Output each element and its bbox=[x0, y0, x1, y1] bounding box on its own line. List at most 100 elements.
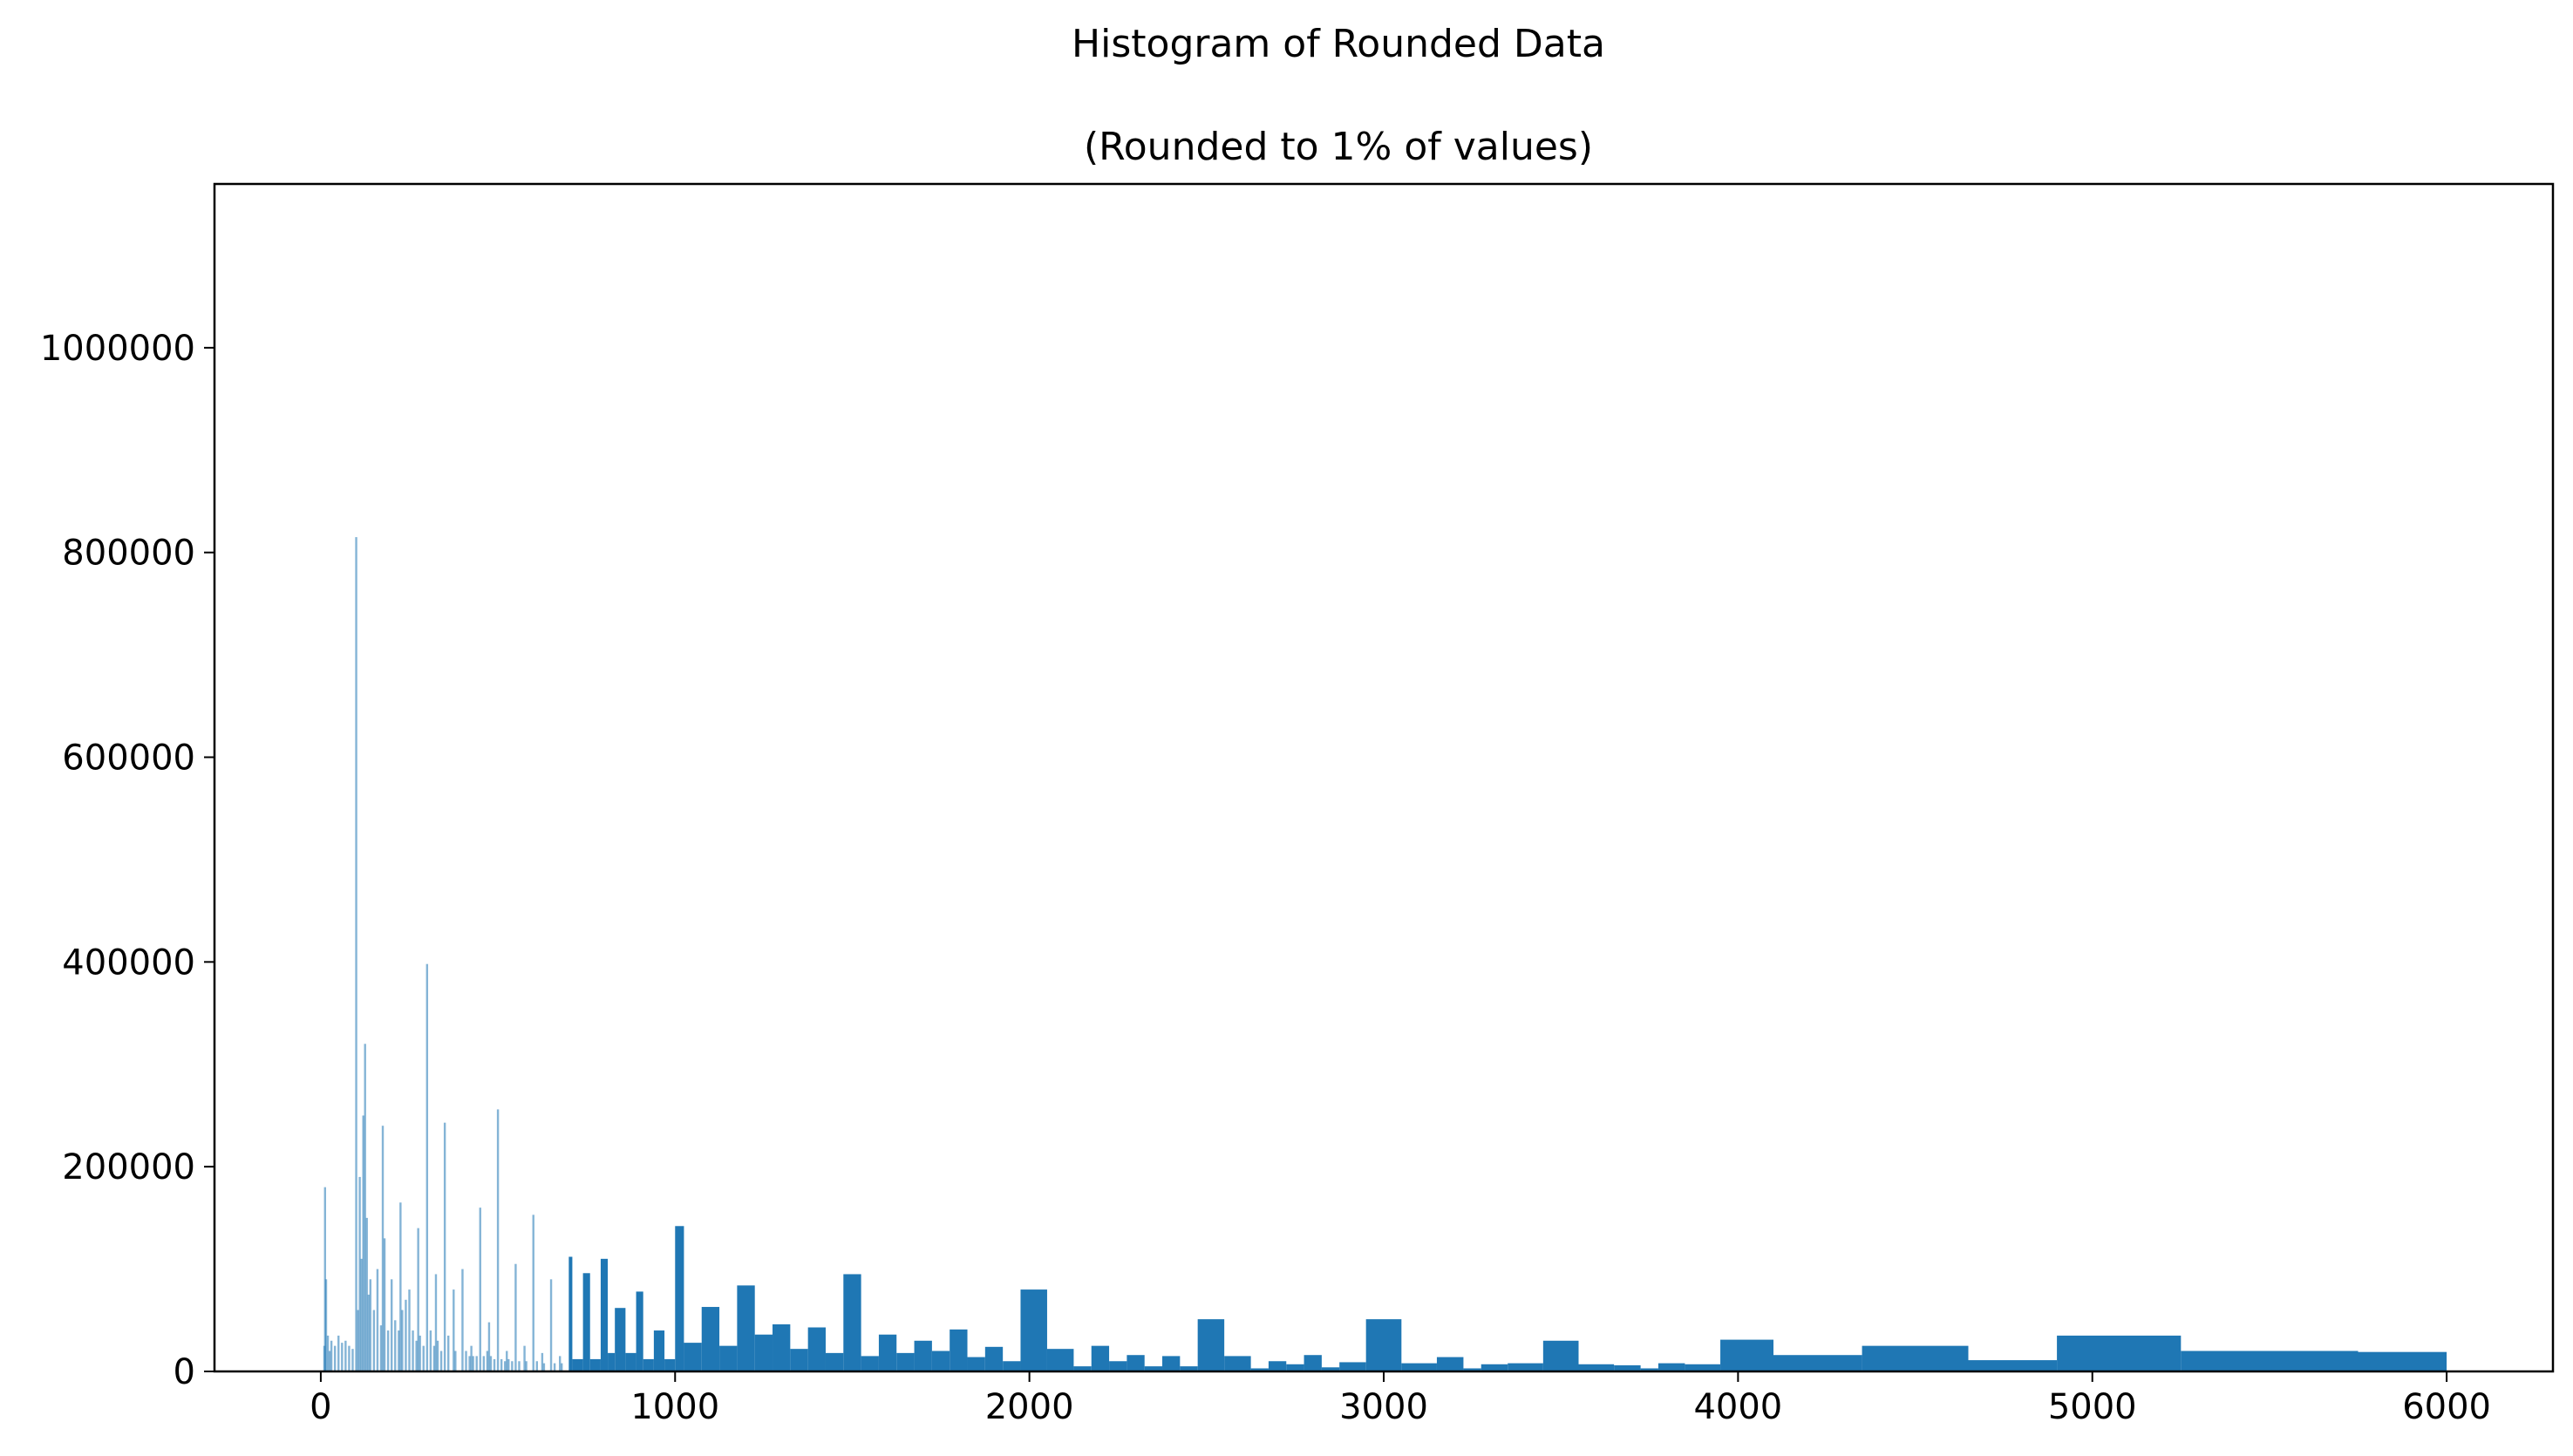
histogram-bar bbox=[1968, 1360, 2058, 1371]
histogram-bar bbox=[1046, 1349, 1074, 1371]
histogram-bar bbox=[1685, 1364, 1721, 1371]
x-tick-label: 5000 bbox=[2048, 1387, 2137, 1427]
spike-bar bbox=[386, 1330, 390, 1371]
x-tick-label: 0 bbox=[310, 1387, 331, 1427]
spike-bar bbox=[487, 1322, 491, 1371]
spike-bar bbox=[511, 1361, 514, 1371]
spike-bar bbox=[461, 1269, 464, 1371]
histogram-bar bbox=[914, 1340, 932, 1371]
histogram-bar bbox=[1720, 1339, 1773, 1371]
spike-bar bbox=[372, 1310, 376, 1371]
histogram-bar bbox=[664, 1358, 676, 1371]
histogram-bar bbox=[1286, 1364, 1304, 1371]
spike-bar bbox=[472, 1356, 474, 1371]
spike-bar bbox=[486, 1351, 489, 1371]
histogram-bar bbox=[1657, 1363, 1685, 1371]
spike-bar bbox=[561, 1363, 563, 1371]
spike-bar bbox=[507, 1358, 510, 1371]
spike-bar bbox=[432, 1345, 436, 1371]
histogram-bar bbox=[582, 1273, 590, 1371]
spike-bar bbox=[532, 1214, 534, 1371]
spike-bar bbox=[328, 1351, 331, 1371]
histogram-bar bbox=[1109, 1361, 1127, 1371]
spike-bar bbox=[362, 1115, 364, 1371]
spike-bar bbox=[376, 1269, 379, 1371]
spike-bar bbox=[496, 1109, 500, 1371]
histogram-bar bbox=[625, 1352, 636, 1371]
spike-bar bbox=[337, 1335, 340, 1371]
y-axis: 0 200000 400000 600000 800000 1000000 bbox=[40, 329, 214, 1392]
spike-bar bbox=[390, 1279, 393, 1371]
spike-bar bbox=[405, 1299, 407, 1371]
histogram-bar bbox=[1003, 1361, 1021, 1371]
histogram-bar bbox=[1162, 1356, 1181, 1371]
spike-bar bbox=[381, 1126, 385, 1371]
histogram-bar bbox=[1020, 1289, 1047, 1371]
x-tick-label: 2000 bbox=[985, 1387, 1074, 1427]
histogram-bar bbox=[1144, 1366, 1163, 1371]
spike-bar bbox=[454, 1351, 457, 1371]
spike-bar bbox=[493, 1358, 496, 1371]
histogram-bar bbox=[1365, 1319, 1402, 1371]
histogram-bar bbox=[931, 1351, 950, 1371]
spike-bar bbox=[348, 1345, 351, 1371]
spike-bar bbox=[419, 1335, 421, 1371]
histogram-bar bbox=[1508, 1363, 1543, 1371]
spike-bar bbox=[412, 1330, 414, 1371]
histogram-bar bbox=[684, 1343, 702, 1371]
histogram-bar bbox=[825, 1352, 844, 1371]
spike-bar bbox=[468, 1356, 471, 1371]
spike-bar bbox=[399, 1202, 402, 1371]
spike-bar bbox=[482, 1356, 486, 1371]
histogram-bar bbox=[984, 1346, 1004, 1371]
histogram-bar bbox=[807, 1327, 826, 1371]
spike-bar bbox=[341, 1343, 344, 1371]
histogram-bar bbox=[1304, 1355, 1322, 1371]
spike-bar bbox=[489, 1356, 493, 1371]
chart-title: Histogram of Rounded Data bbox=[1072, 22, 1605, 66]
histogram-bar bbox=[878, 1334, 897, 1371]
histogram-bar bbox=[2181, 1351, 2359, 1371]
spike-bar bbox=[475, 1356, 478, 1371]
x-tick-label: 1000 bbox=[630, 1387, 719, 1427]
spike-bar bbox=[453, 1289, 455, 1371]
spike-bar bbox=[379, 1325, 383, 1371]
spike-bar bbox=[439, 1351, 443, 1371]
histogram-bar bbox=[1542, 1340, 1579, 1371]
spike-bar bbox=[425, 963, 429, 1371]
spike-bar bbox=[417, 1228, 419, 1371]
spike-bar bbox=[360, 1258, 363, 1371]
histogram-bar bbox=[1640, 1368, 1658, 1371]
spike-bars bbox=[323, 537, 563, 1371]
spike-bar bbox=[324, 1279, 328, 1371]
histogram-bar bbox=[754, 1334, 773, 1371]
spike-bar bbox=[500, 1358, 503, 1371]
histogram-bar bbox=[636, 1291, 643, 1371]
histogram-bar bbox=[1578, 1364, 1615, 1371]
spike-bar bbox=[323, 1187, 326, 1371]
histogram-bar bbox=[1436, 1357, 1464, 1371]
histogram-bar bbox=[572, 1358, 583, 1371]
histogram-bar bbox=[861, 1356, 879, 1371]
spike-bar bbox=[549, 1279, 553, 1371]
histogram-bar bbox=[1197, 1319, 1225, 1371]
spike-bar bbox=[542, 1363, 546, 1371]
chart-subtitle: (Rounded to 1% of values) bbox=[1084, 125, 1593, 169]
histogram-bar bbox=[790, 1349, 808, 1371]
y-tick-label: 800000 bbox=[62, 534, 195, 574]
histogram-bar bbox=[675, 1226, 684, 1371]
histogram-bar bbox=[950, 1329, 968, 1371]
spike-bar bbox=[357, 1310, 359, 1371]
spike-bar bbox=[351, 1349, 354, 1371]
x-tick-label: 3000 bbox=[1339, 1387, 1428, 1427]
histogram-bar bbox=[1480, 1364, 1508, 1371]
spike-bar bbox=[429, 1330, 432, 1371]
spike-bar bbox=[525, 1361, 528, 1371]
spike-bar bbox=[541, 1352, 544, 1371]
spike-bar bbox=[398, 1330, 400, 1371]
histogram-bar bbox=[1091, 1345, 1110, 1371]
histogram-bar bbox=[1773, 1355, 1862, 1371]
histogram-bar bbox=[1463, 1368, 1481, 1371]
